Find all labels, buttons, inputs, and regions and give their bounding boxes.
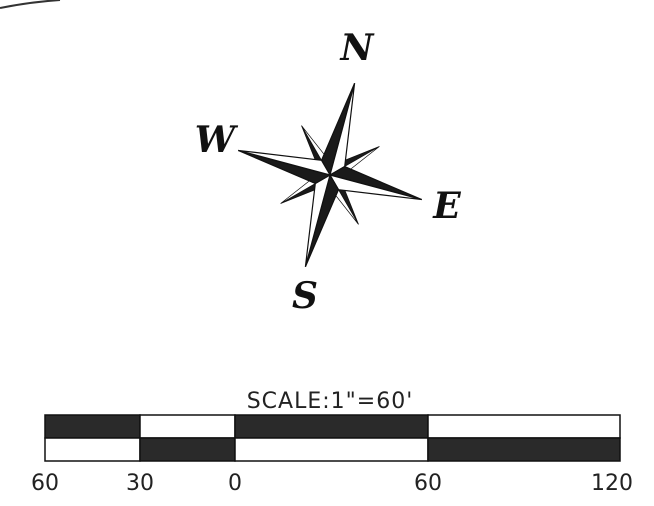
scale-label: 60 [31, 471, 59, 496]
south-label: S [292, 275, 318, 317]
scale-title: SCALE:1"=60' [247, 389, 414, 414]
scale-label: 120 [591, 471, 633, 496]
scale-label: 30 [126, 471, 154, 496]
west-label: W [195, 119, 239, 161]
scale-label: 60 [414, 471, 442, 496]
scale-label: 0 [228, 471, 242, 496]
east-label: E [432, 185, 461, 227]
border-arc [0, 0, 61, 9]
scale-bar [44, 414, 621, 462]
north-label: N [340, 27, 376, 69]
